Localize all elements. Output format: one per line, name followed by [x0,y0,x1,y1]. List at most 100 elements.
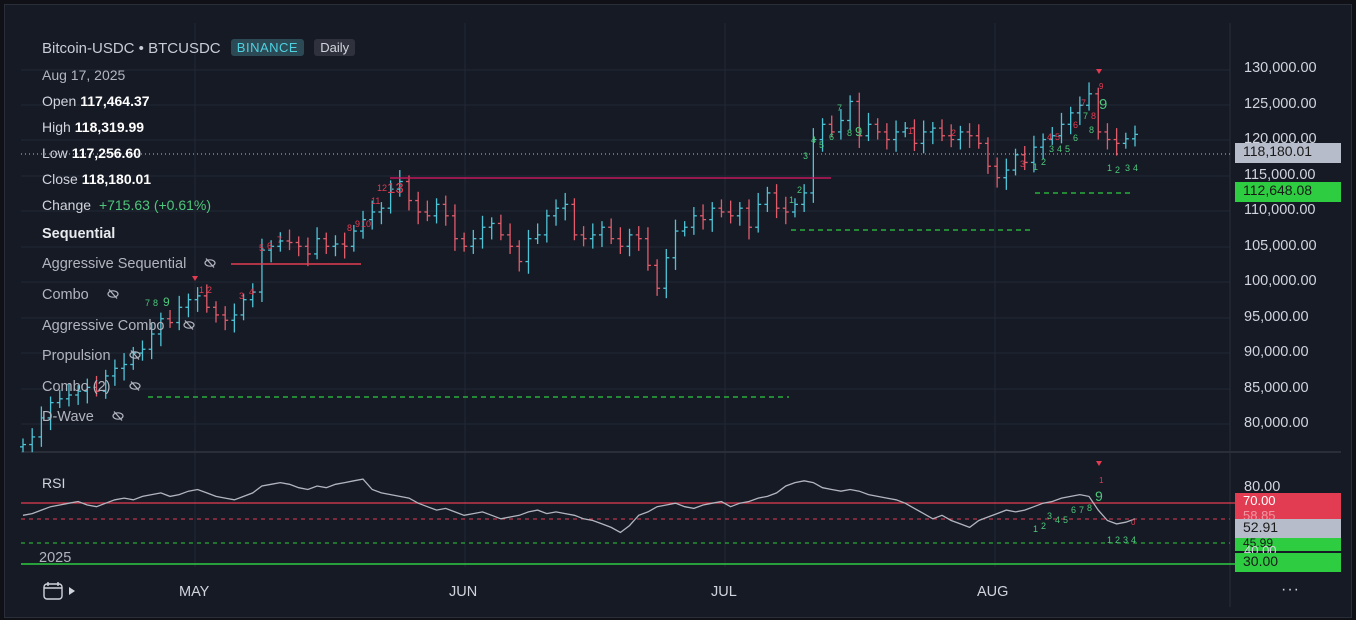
month-label-jul: JUL [711,584,737,600]
sequential-count-marker: 1 [199,285,204,295]
more-options-icon[interactable]: ··· [1281,581,1300,598]
sequential-count-marker: 6 [267,241,272,251]
rsi-label: RSI [42,475,66,491]
sequential-count-marker: 9 [1099,96,1107,113]
sequential-count-marker: 4 [1133,163,1138,173]
sequential-count-marker: 5 [259,243,264,253]
sequential-count-marker: 6 [1071,505,1076,515]
indicator-aggressive-sequential[interactable]: Aggressive Sequential [42,256,216,272]
sequential-count-marker: 2 [1115,165,1120,175]
sequential-count-marker: 2 [951,128,956,138]
price-tick: 130,000.00 [1244,60,1317,76]
sequential-count-marker: 4 [1047,132,1052,142]
change-value: +715.63 (+0.61%) [98,197,212,213]
rsi-30-tag: 30.00 [1235,553,1341,572]
indicator-label: D-Wave [42,409,94,425]
sequential-count-marker: 1 [908,126,913,136]
sequential-count-marker: 4 [1055,515,1060,525]
symbol-title-row[interactable]: Bitcoin-USDC • BTCUSDC BINANCE Daily [42,39,356,57]
sequential-count-marker: 2 [1115,535,1120,545]
low-value: 117,256.60 [71,145,141,161]
sequential-count-marker: 3 [1047,511,1052,521]
chart-frame: 7 8 9 1 2 3 4 5 6 7 8 9 10 11 12 13 1 2 3 4 5 6 7 8 9 1 2 3 1 2 3 4 5 4 5 6… [4,4,1352,618]
sequential-count-marker: 8 [1089,125,1094,135]
indicator-combo-2[interactable]: Combo (2) [42,379,141,395]
exchange-badge: BINANCE [230,39,305,56]
sequential-count-marker: 8 [347,223,352,233]
close-row: Close 118,180.01 [42,171,151,187]
sequential-count-marker: 3 [239,291,244,301]
rsi-hidden-tag: 45.99 [1235,538,1341,551]
price-tick: 105,000.00 [1244,238,1317,254]
indicator-sequential[interactable]: Sequential [42,226,115,242]
sequential-count-marker: 11 [371,196,380,206]
rsi-70-tag: 70.00 58.85 [1235,493,1341,523]
sequential-count-marker: 5 [1063,515,1068,525]
rsi-tick-80: 80.00 [1244,479,1281,495]
close-value: 118,180.01 [81,171,152,187]
sequential-count-marker: 1 [1033,524,1038,534]
low-row: Low 117,256.60 [42,145,141,161]
calendar-icon[interactable] [43,582,65,600]
indicator-combo[interactable]: Combo [42,287,119,303]
sequential-count-marker: 9 [1095,488,1103,504]
indicator-label: Sequential [42,226,116,242]
sequential-count-marker: 9 [855,124,862,139]
price-tick: 100,000.00 [1244,273,1317,289]
sequential-count-marker: 3 [1049,144,1054,154]
support-price-tag: 112,648.08 [1235,182,1341,202]
sequential-count-marker: 7 [1081,98,1086,108]
sequential-count-marker: 9 [163,295,170,309]
play-icon[interactable] [68,586,76,596]
month-label-may: MAY [179,584,210,600]
symbol-title[interactable]: Bitcoin-USDC • BTCUSDC [42,40,221,57]
high-value: 118,319.99 [74,119,145,135]
price-tick: 90,000.00 [1244,344,1309,360]
eye-off-icon[interactable] [204,257,216,269]
sequential-count-marker: 5 [1055,132,1060,142]
sequential-count-marker: 2 [1041,157,1046,167]
sequential-count-marker: 9 [355,219,360,229]
indicator-label: Combo [42,287,89,303]
sequential-count-marker: 8 [1091,111,1096,121]
price-tick: 115,000.00 [1244,167,1316,183]
sequential-count-marker: 2 [797,185,802,195]
last-price-tag: 118,180.01 [1235,143,1341,163]
open-label: Open [42,93,77,109]
sequential-count-marker: 10 [361,219,371,229]
indicator-label: Aggressive Sequential [42,256,187,272]
eye-off-icon[interactable] [128,380,141,392]
eye-off-icon[interactable] [182,319,195,331]
sequential-count-marker: 1 [789,195,794,205]
sequential-count-marker: 3 [1125,163,1130,173]
sequential-count-marker: 7 [1083,111,1088,121]
change-row: Change +715.63 (+0.61%) [42,197,211,213]
month-label-aug: AUG [977,584,1009,600]
sequential-count-marker: 1 [1107,535,1112,545]
close-label: Close [42,171,78,187]
sequential-count-marker: 12 [377,183,387,193]
sequential-count-marker: 7 [277,235,282,245]
year-label: 2025 [39,550,72,566]
open-value: 117,464.37 [80,93,150,109]
rsi-line [22,478,1136,534]
indicator-propulsion[interactable]: Propulsion [42,348,141,364]
date-label: Aug 17, 2025 [42,67,126,83]
sell-setup-arrow [1096,69,1102,74]
price-tick: 95,000.00 [1244,309,1309,325]
indicator-aggressive-combo[interactable]: Aggressive Combo [42,318,195,334]
sequential-count-marker: 13 [387,180,404,197]
eye-off-icon[interactable] [128,349,141,361]
sequential-count-marker: 0 [1131,518,1136,527]
sell-setup-arrow [192,276,198,281]
sequential-count-marker: 7 [145,298,150,308]
eye-off-icon[interactable] [107,288,119,300]
sequential-count-marker: 5 [1065,144,1070,154]
sequential-count-marker: 7 [1079,505,1084,515]
sequential-count-marker: 3 [1020,159,1025,169]
eye-off-icon[interactable] [112,410,124,422]
indicator-d-wave[interactable]: D-Wave [42,409,124,425]
interval-badge[interactable]: Daily [314,39,356,56]
sequential-count-marker: 1 [1099,476,1104,485]
